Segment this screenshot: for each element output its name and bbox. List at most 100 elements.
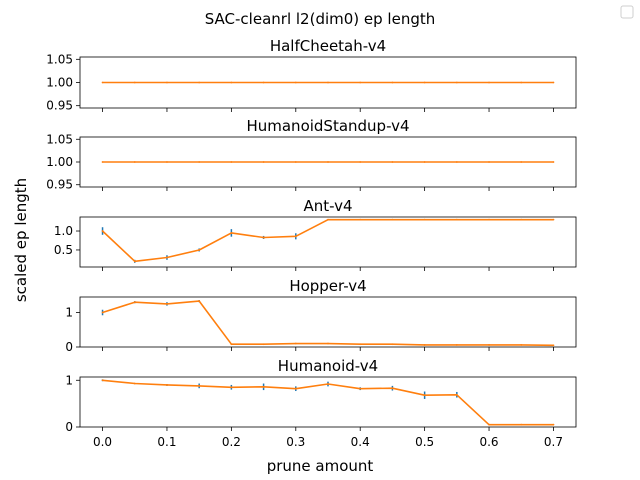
data-point xyxy=(552,81,555,84)
data-point xyxy=(230,343,233,346)
subplot-title: Humanoid-v4 xyxy=(278,357,378,375)
subplot-4: Hopper-v4 0 1 xyxy=(65,277,577,354)
data-point xyxy=(327,383,329,385)
data-point xyxy=(166,384,168,386)
data-point xyxy=(552,423,555,426)
data-point xyxy=(133,382,136,385)
y-tick-label: 1 xyxy=(65,306,73,320)
axes-frame xyxy=(79,136,577,188)
data-point xyxy=(552,161,555,163)
x-tick-label: 0.3 xyxy=(286,435,305,449)
data-point xyxy=(166,256,168,259)
data-point xyxy=(133,301,136,304)
data-point xyxy=(327,218,329,221)
data-point xyxy=(423,394,426,397)
y-tick-label: 1 xyxy=(65,373,73,387)
data-point xyxy=(294,81,297,84)
data-point xyxy=(327,342,329,345)
x-tick-label: 0.7 xyxy=(544,435,563,449)
data-point xyxy=(101,230,104,232)
data-point xyxy=(391,161,394,163)
subplot-title: HalfCheetah-v4 xyxy=(270,37,386,55)
data-point xyxy=(133,81,136,84)
data-point xyxy=(294,161,297,163)
y-tick-label: 0 xyxy=(65,340,73,354)
data-point xyxy=(520,161,523,163)
y-tick-label: 1.0 xyxy=(54,224,73,238)
data-point xyxy=(230,386,233,389)
data-point xyxy=(101,311,104,314)
x-tick-label: 0.4 xyxy=(351,435,370,449)
y-tick-label: 1.05 xyxy=(46,132,73,146)
data-point xyxy=(327,161,329,163)
data-point xyxy=(101,81,104,84)
data-point xyxy=(423,81,426,84)
data-point xyxy=(488,218,490,221)
subplot-2: HumanoidStandup-v4 0.95 1.00 1.05 xyxy=(46,117,577,192)
data-point xyxy=(262,161,265,163)
subplot-3: Ant-v4 0.5 1.0 xyxy=(54,197,577,271)
axes-frame xyxy=(79,56,577,109)
data-point xyxy=(166,302,168,305)
data-point xyxy=(230,232,233,234)
data-point xyxy=(262,81,265,84)
x-tick-label: 0.2 xyxy=(222,435,241,449)
x-tick-label: 0.0 xyxy=(93,435,112,449)
data-point xyxy=(391,81,394,84)
data-point xyxy=(262,385,265,388)
data-point xyxy=(391,387,394,390)
data-point xyxy=(359,218,362,221)
data-point xyxy=(455,81,458,84)
data-point xyxy=(359,81,362,84)
x-tick-label: 0.6 xyxy=(479,435,498,449)
data-point xyxy=(327,81,329,84)
subplot-5: Humanoid-v4 0 1 0.0 0.1 0.2 0.3 0.4 0.5 0.6 0.7 xyxy=(65,357,577,449)
data-point xyxy=(359,343,362,346)
data-point xyxy=(455,161,458,163)
y-tick-label: 1.00 xyxy=(46,76,73,90)
data-point xyxy=(520,344,523,346)
subplot-1: HalfCheetah-v4 0.95 1.00 1.05 xyxy=(46,37,577,113)
y-tick-label: 0 xyxy=(65,420,73,434)
data-point xyxy=(133,161,136,163)
subplot-title: Ant-v4 xyxy=(303,197,352,215)
data-point xyxy=(166,161,168,163)
data-point xyxy=(520,81,523,84)
data-point xyxy=(552,344,555,347)
data-point xyxy=(520,218,523,221)
subplot-title: Hopper-v4 xyxy=(289,277,366,295)
axes-frame xyxy=(79,376,577,428)
axes-frame xyxy=(79,296,577,348)
data-point xyxy=(488,161,490,163)
data-point xyxy=(262,343,265,346)
data-point xyxy=(230,161,233,163)
data-point xyxy=(488,344,490,346)
data-point xyxy=(488,81,490,84)
y-tick-label: 0.5 xyxy=(54,243,73,257)
data-point xyxy=(552,218,555,221)
data-point xyxy=(391,343,394,346)
data-point xyxy=(101,379,104,382)
data-point xyxy=(294,342,297,345)
data-point xyxy=(262,236,265,239)
data-point xyxy=(520,423,523,426)
data-point xyxy=(198,161,201,163)
data-point xyxy=(423,344,426,346)
y-axis-label: scaled ep length xyxy=(12,178,30,302)
subplot-title: HumanoidStandup-v4 xyxy=(246,117,409,135)
data-point xyxy=(198,384,201,387)
data-point xyxy=(391,218,394,221)
x-axis-label: prune amount xyxy=(267,457,374,475)
data-point xyxy=(488,423,490,426)
data-point xyxy=(166,81,168,84)
data-point xyxy=(230,81,233,84)
y-tick-label: 1.05 xyxy=(46,52,73,66)
data-point xyxy=(455,344,458,346)
data-point xyxy=(423,161,426,163)
y-tick-label: 1.00 xyxy=(46,155,73,169)
data-point xyxy=(423,218,426,221)
x-tick-label: 0.5 xyxy=(415,435,434,449)
data-point xyxy=(455,393,458,396)
data-point xyxy=(198,249,201,251)
